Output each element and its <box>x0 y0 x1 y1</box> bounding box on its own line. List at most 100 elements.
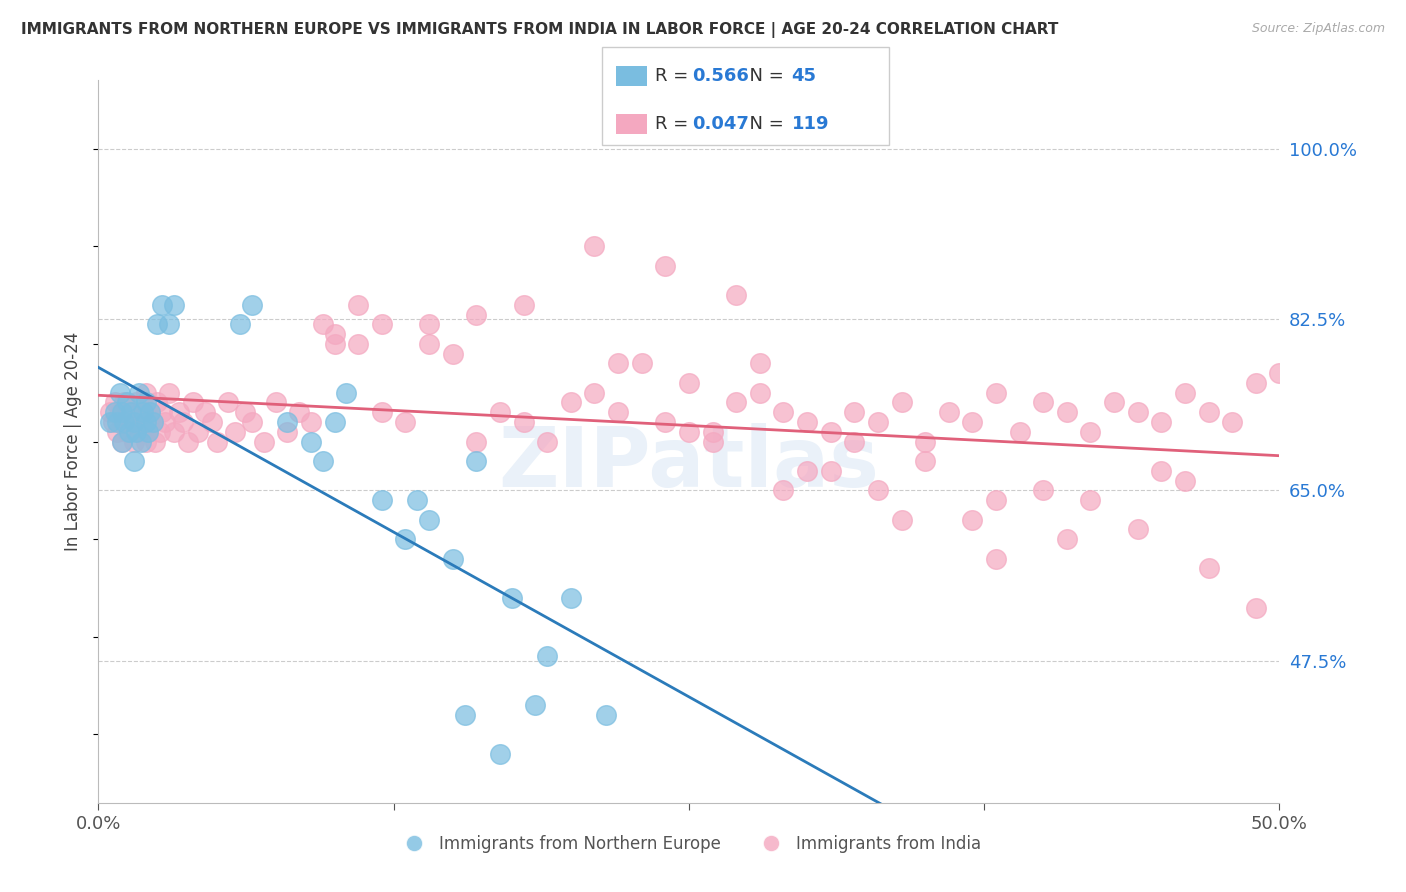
Point <box>177 434 200 449</box>
Point <box>111 415 134 429</box>
Point <box>299 434 322 449</box>
Point <box>1268 366 1291 380</box>
Point <box>128 385 150 400</box>
Point <box>240 298 263 312</box>
Point <box>139 405 162 419</box>
Point <box>453 707 475 722</box>
Point <box>501 591 523 605</box>
Point <box>111 434 134 449</box>
Text: 45: 45 <box>792 67 817 85</box>
Point <box>115 395 138 409</box>
Point <box>607 356 630 370</box>
Point <box>347 337 370 351</box>
Point <box>121 415 143 429</box>
Point <box>128 425 150 439</box>
Text: Source: ZipAtlas.com: Source: ZipAtlas.com <box>1251 22 1385 36</box>
Point <box>121 405 143 419</box>
Text: IMMIGRANTS FROM NORTHERN EUROPE VS IMMIGRANTS FROM INDIA IN LABOR FORCE | AGE 20: IMMIGRANTS FROM NORTHERN EUROPE VS IMMIG… <box>21 22 1059 38</box>
Point <box>1080 425 1102 439</box>
Legend: Immigrants from Northern Europe, Immigrants from India: Immigrants from Northern Europe, Immigra… <box>391 828 987 860</box>
Point <box>1080 493 1102 508</box>
Point <box>984 385 1007 400</box>
Point <box>288 405 311 419</box>
Point <box>394 532 416 546</box>
Point <box>98 415 121 429</box>
Text: R =: R = <box>655 115 695 133</box>
Point <box>276 425 298 439</box>
Point <box>441 346 464 360</box>
Point <box>1198 405 1220 419</box>
Point <box>962 415 984 429</box>
Point <box>1292 630 1315 644</box>
Point <box>595 707 617 722</box>
Point <box>772 483 794 498</box>
Point <box>512 415 534 429</box>
Point <box>132 415 155 429</box>
Point <box>112 395 135 409</box>
Point <box>1126 523 1149 537</box>
Point <box>524 698 547 713</box>
Point <box>702 434 724 449</box>
Point <box>163 425 186 439</box>
Point <box>112 415 135 429</box>
Point <box>654 415 676 429</box>
Point <box>441 551 464 566</box>
Point <box>163 298 186 312</box>
Point <box>104 395 127 409</box>
Point <box>866 483 889 498</box>
Point <box>347 298 370 312</box>
Text: 0.566: 0.566 <box>692 67 748 85</box>
Text: 0.047: 0.047 <box>692 115 748 133</box>
Point <box>1198 561 1220 575</box>
Point <box>1150 464 1173 478</box>
Point <box>276 415 298 429</box>
Text: N =: N = <box>738 115 790 133</box>
Point <box>240 415 263 429</box>
Point <box>371 493 394 508</box>
Point <box>678 376 700 390</box>
Point <box>108 385 131 400</box>
Point <box>142 415 165 429</box>
Point <box>201 415 224 429</box>
Point <box>796 464 818 478</box>
Point <box>1056 405 1078 419</box>
Point <box>962 513 984 527</box>
Point <box>890 513 912 527</box>
Point <box>129 405 152 419</box>
Point <box>135 395 157 409</box>
Point <box>1174 385 1197 400</box>
Point <box>1150 415 1173 429</box>
Point <box>205 434 228 449</box>
Point <box>323 337 346 351</box>
Point <box>111 405 134 419</box>
Text: 119: 119 <box>792 115 830 133</box>
Point <box>820 464 842 478</box>
Point <box>194 405 217 419</box>
Point <box>418 513 440 527</box>
Point <box>465 308 488 322</box>
Point <box>772 405 794 419</box>
Point <box>394 415 416 429</box>
Point <box>135 415 157 429</box>
Point <box>323 415 346 429</box>
Point <box>224 425 246 439</box>
Point <box>748 356 770 370</box>
Point <box>181 395 204 409</box>
Point <box>465 434 488 449</box>
Point <box>323 327 346 342</box>
Point <box>335 385 357 400</box>
Point <box>108 405 131 419</box>
Point <box>678 425 700 439</box>
Point <box>890 395 912 409</box>
Point <box>418 318 440 332</box>
Point <box>264 395 287 409</box>
Point <box>844 405 866 419</box>
Point <box>938 405 960 419</box>
Point <box>560 395 582 409</box>
Point <box>583 239 606 253</box>
Point <box>229 318 252 332</box>
Point <box>105 415 128 429</box>
Point <box>489 405 512 419</box>
Text: ZIPatlas: ZIPatlas <box>499 423 879 504</box>
Point <box>118 425 141 439</box>
